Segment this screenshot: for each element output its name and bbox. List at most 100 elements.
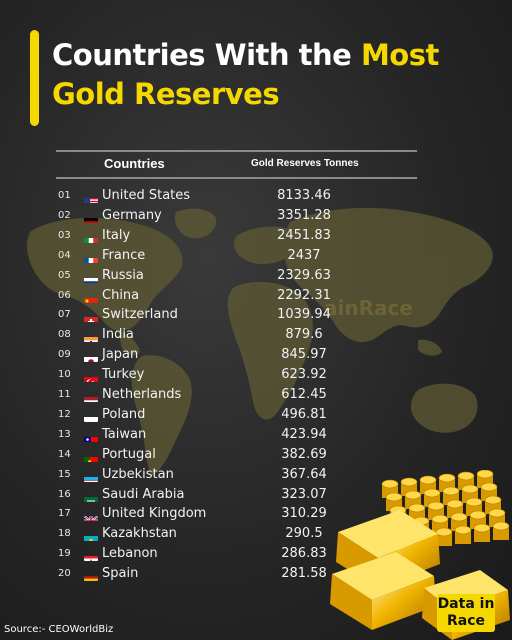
row-rank: 14	[58, 448, 71, 460]
row-country: India	[102, 327, 134, 343]
title-text-plain: Countries With the	[52, 38, 361, 72]
row-gold-value: 623.92	[281, 367, 327, 383]
logo-line-1: Data in	[437, 596, 495, 612]
row-country: Russia	[102, 267, 144, 283]
row-country: Lebanon	[102, 546, 158, 562]
table-row: 14 Portugal 382.69	[0, 447, 512, 467]
row-country: Japan	[102, 347, 139, 363]
row-country: Poland	[102, 406, 146, 422]
row-country: Switzerland	[102, 307, 178, 323]
row-gold-value: 310.29	[281, 506, 327, 522]
table-row: 15 Uzbekistan 367.64	[0, 467, 512, 487]
row-rank: 05	[58, 269, 71, 281]
row-rank: 16	[58, 488, 71, 500]
table-header-bottom-rule	[56, 177, 417, 179]
row-gold-value: 879.6	[285, 327, 323, 343]
row-rank: 17	[58, 508, 71, 520]
lebanon-flag-icon	[84, 551, 98, 562]
title-line-1: Countries With the Most	[52, 36, 492, 75]
uzbekistan-flag-icon	[84, 472, 98, 482]
row-gold-value: 612.45	[281, 387, 327, 402]
russia-flag-icon	[84, 273, 98, 283]
china-flag-icon	[84, 293, 98, 303]
row-country: United Kingdom	[102, 506, 207, 522]
row-rank: 06	[58, 289, 71, 301]
row-country: France	[102, 247, 146, 263]
india-flag-icon	[84, 332, 98, 343]
italy-flag-icon	[84, 233, 98, 243]
row-country: China	[102, 287, 140, 303]
table-row: 11 Netherlands 612.45	[0, 387, 512, 407]
row-gold-value: 1039.94	[277, 307, 331, 323]
table-header-top-rule	[56, 150, 417, 152]
row-gold-value: 8133.46	[277, 188, 331, 203]
row-rank: 20	[58, 568, 71, 580]
table-row: 03 Italy 2451.83	[0, 228, 512, 248]
logo-line-2: Race	[446, 613, 486, 629]
france-flag-icon	[84, 253, 98, 263]
table-row: 01 United States 8133.46	[0, 188, 512, 208]
row-country: Portugal	[102, 446, 156, 462]
row-rank: 11	[58, 389, 71, 400]
table-row: 08 India 879.6	[0, 327, 512, 347]
column-header-countries: Countries	[104, 156, 165, 171]
row-country: Turkey	[102, 367, 145, 383]
saudi-arabia-flag-icon	[84, 492, 98, 502]
kazakhstan-flag-icon	[84, 531, 98, 542]
row-gold-value: 323.07	[281, 486, 327, 502]
row-rank: 12	[58, 408, 71, 420]
page-title: Countries With the Most Gold Reserves	[52, 36, 492, 114]
table-row: 05 Russia 2329.63	[0, 268, 512, 288]
row-gold-value: 367.64	[281, 466, 327, 482]
switzerland-flag-icon	[84, 312, 98, 323]
column-header-gold-reserves: Gold Reserves Tonnes	[251, 158, 359, 169]
row-country: Saudi Arabia	[102, 486, 185, 502]
table-row: 07 Switzerland 1039.94	[0, 307, 512, 327]
source-note: Source:- CEOWorldBiz	[4, 624, 114, 635]
watermark-text: ainRace	[324, 296, 413, 320]
row-gold-value: 845.97	[281, 347, 327, 363]
title-line-2: Gold Reserves	[52, 77, 280, 111]
table-row: 10 Turkey 623.92	[0, 367, 512, 387]
turkey-flag-icon	[84, 372, 98, 383]
row-rank: 13	[58, 428, 71, 440]
row-gold-value: 382.69	[281, 446, 327, 462]
row-rank: 08	[58, 329, 71, 341]
row-country: United States	[102, 188, 191, 203]
row-rank: 07	[58, 309, 71, 321]
table-row: 20 Spain 281.58	[0, 566, 512, 586]
row-rank: 18	[58, 528, 71, 540]
row-gold-value: 290.5	[285, 526, 323, 542]
title-accent-bar	[30, 30, 39, 126]
datainrace-logo: Data in Race	[437, 594, 495, 632]
row-rank: 09	[58, 349, 71, 361]
table-row: 17 United Kingdom 310.29	[0, 506, 512, 526]
portugal-flag-icon	[84, 452, 98, 462]
table-row: 18 Kazakhstan 290.5	[0, 526, 512, 546]
japan-flag-icon	[84, 352, 98, 363]
table-row: 12 Poland 496.81	[0, 407, 512, 427]
row-rank: 02	[58, 209, 71, 221]
row-gold-value: 3351.28	[277, 207, 331, 223]
us-flag-icon	[84, 193, 98, 203]
row-gold-value: 423.94	[281, 426, 327, 442]
netherlands-flag-icon	[84, 392, 98, 402]
table-row: 16 Saudi Arabia 323.07	[0, 487, 512, 507]
row-gold-value: 2451.83	[277, 227, 331, 243]
row-gold-value: 496.81	[281, 406, 327, 422]
table-row: 13 Taiwan 423.94	[0, 427, 512, 447]
row-country: Uzbekistan	[102, 466, 174, 482]
row-rank: 01	[58, 190, 71, 201]
row-country: Taiwan	[102, 426, 147, 442]
title-text-highlight: Most	[360, 38, 439, 72]
row-rank: 03	[58, 229, 71, 241]
table-row: 06 China 2292.31	[0, 288, 512, 308]
row-gold-value: 281.58	[281, 566, 327, 582]
row-country: Italy	[102, 227, 131, 243]
table-row: 09 Japan 845.97	[0, 347, 512, 367]
row-country: Kazakhstan	[102, 526, 177, 542]
row-rank: 10	[58, 369, 71, 381]
row-country: Spain	[102, 566, 139, 582]
row-rank: 04	[58, 249, 71, 261]
row-gold-value: 2292.31	[277, 287, 331, 303]
